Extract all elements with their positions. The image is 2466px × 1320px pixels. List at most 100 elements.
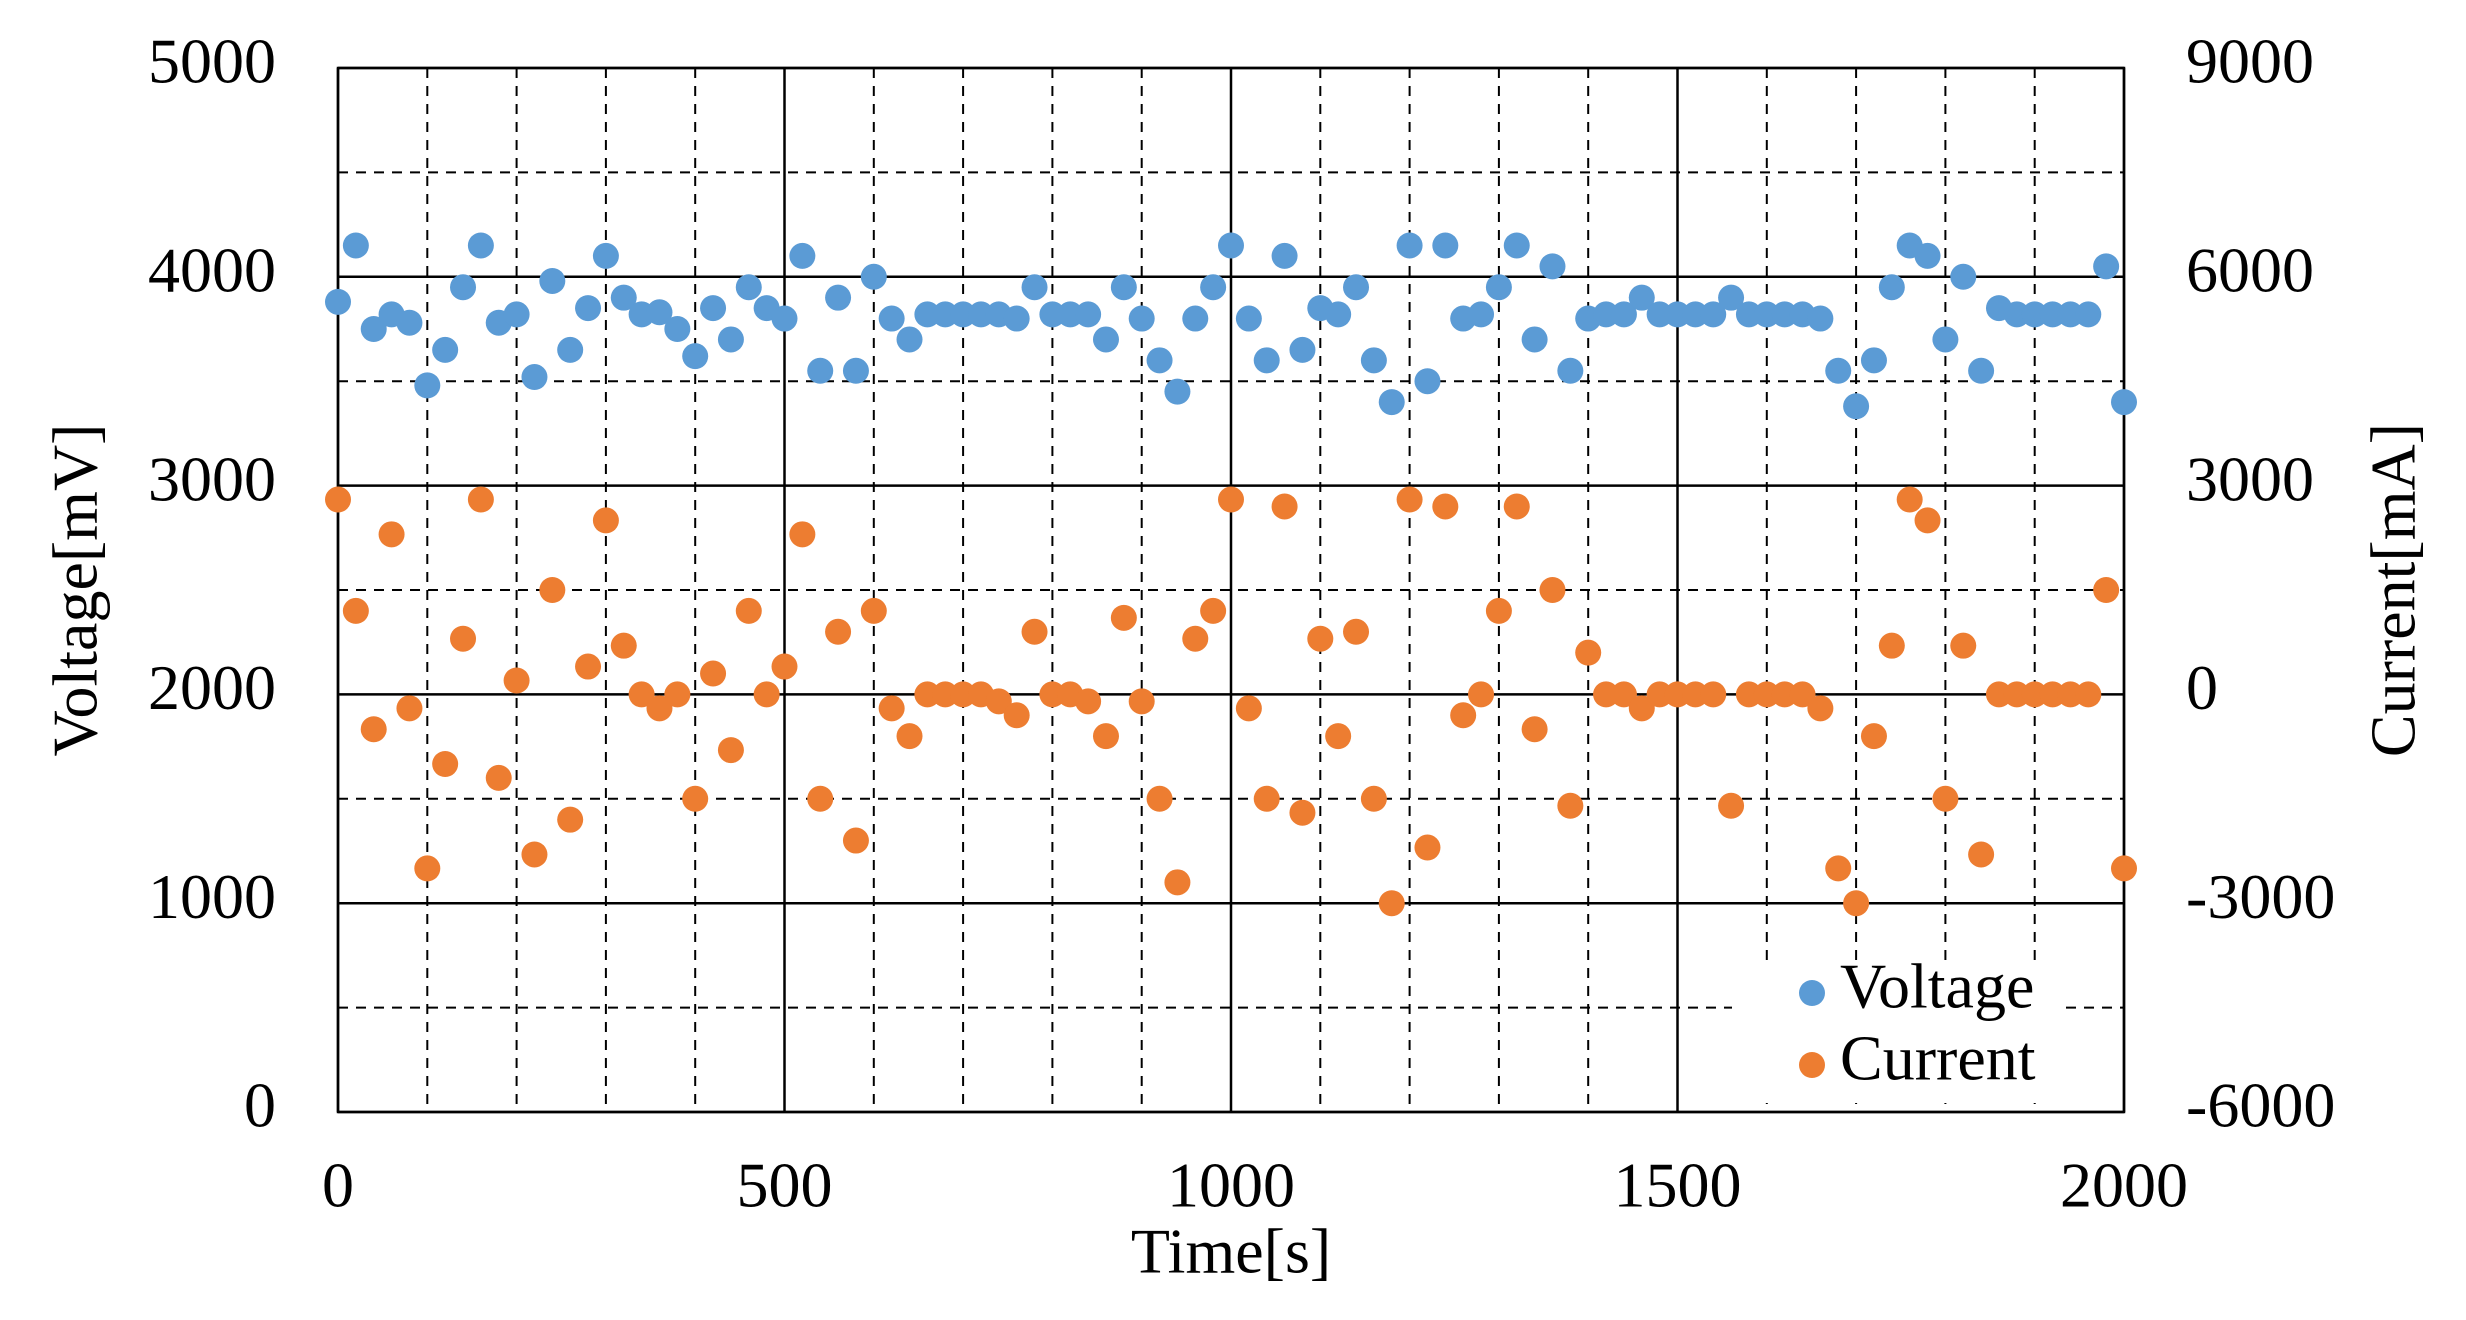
data-point [932,301,959,328]
data-point [2057,301,2084,328]
data-point [771,305,798,332]
y-tick-label: 1000 [148,861,276,932]
data-point [2003,681,2030,708]
data-point [1468,681,1495,708]
data-point [1200,597,1227,624]
legend-marker [1799,980,1825,1006]
data-point [1807,305,1834,332]
data-point [2093,577,2120,603]
data-point [628,681,655,708]
data-point [1682,301,1709,328]
data-point [485,764,512,791]
data-point [1753,681,1780,708]
data-point [521,364,548,391]
data-point [1521,326,1548,353]
y2-tick-label: 0 [2186,652,2218,723]
data-point [414,372,441,399]
data-point [717,737,744,764]
data-point [789,242,816,269]
data-point [2111,855,2137,882]
data-point [450,274,477,301]
data-point [1378,389,1405,416]
data-point [1343,618,1370,645]
data-point [360,316,387,342]
y2-tick-label: 3000 [2186,443,2314,514]
data-point [1700,681,1727,708]
data-point [1128,305,1155,332]
data-point [557,336,584,363]
y2-tick-label: -3000 [2186,861,2335,932]
data-point [932,681,959,708]
data-point [1985,681,2012,708]
data-point [1610,681,1637,708]
labels: Time[s] Voltage[mV] Current[mA] 0 500 1000… [40,26,2429,1287]
data-point [1843,890,1870,917]
data-point [1718,284,1745,311]
data-point [539,577,566,603]
data-point [1628,695,1655,722]
data-point [1503,493,1530,520]
data-point [717,326,744,353]
data-point [1593,681,1620,708]
data-point [1914,507,1941,534]
data-point [1968,841,1995,868]
data-point [1235,305,1262,332]
data-point [1164,378,1191,405]
data-point [2093,253,2120,280]
data-point [700,660,727,687]
data-point [396,695,423,722]
data-point [1325,301,1352,328]
data-point [1593,301,1620,328]
data-point [1378,890,1405,917]
data-point [985,688,1012,715]
data-point [1039,301,1066,328]
data-point [896,326,923,353]
data-point [1485,597,1512,624]
data-point [2111,389,2137,416]
plot-marks [325,232,2137,917]
data-point [610,632,637,659]
data-point [592,507,619,534]
data-point [1485,274,1512,301]
y2-tick-label: -6000 [2186,1070,2335,1141]
data-point [1235,695,1262,722]
y2-tick-label: 9000 [2186,26,2314,97]
x-tick-label: 1500 [1614,1150,1742,1221]
data-point [1789,681,1816,708]
data-point [914,301,941,328]
data-point [807,785,834,812]
data-point [610,284,637,311]
data-point [1860,723,1887,750]
data-point [950,301,977,328]
data-point [1021,618,1048,645]
data-point [1271,493,1298,520]
data-point [1396,486,1423,513]
y-tick-label: 2000 [148,652,276,723]
data-point [325,288,351,315]
data-point [646,299,673,326]
data-point [664,681,691,708]
data-point [753,681,780,708]
data-point [842,827,869,854]
data-point [950,681,977,708]
data-point [1735,681,1762,708]
data-point [2021,681,2048,708]
data-point [1628,284,1655,311]
legend-label: Current [1840,1023,2036,1094]
x-axis-label: Time[s] [1131,1216,1331,1287]
data-point [1075,688,1102,715]
data-point [967,301,994,328]
data-point [1968,357,1995,384]
data-point [342,232,369,259]
data-point [1253,347,1280,374]
data-point [860,597,887,624]
data-point [450,625,477,652]
data-point [1878,632,1905,659]
data-point [1878,274,1905,301]
data-point [1396,232,1423,259]
data-point [1360,347,1387,374]
data-point [467,486,494,513]
data-point [1932,785,1959,812]
data-point [1128,688,1155,715]
data-point [1092,723,1119,750]
